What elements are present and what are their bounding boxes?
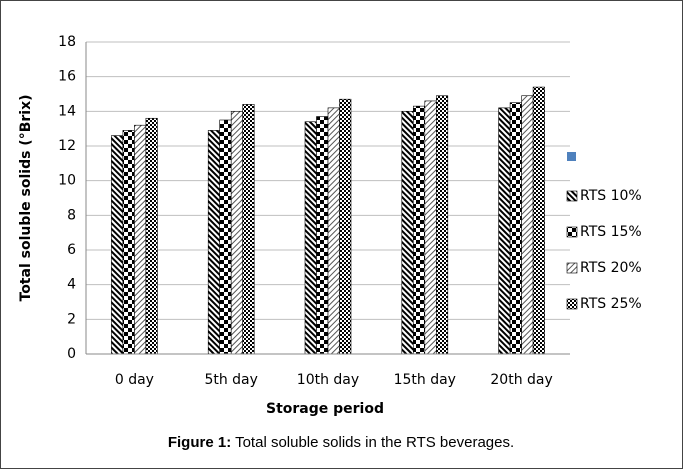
bar	[111, 135, 124, 355]
y-tick-label: 0	[67, 346, 76, 362]
bar	[435, 95, 449, 355]
x-tick-label: 5th day	[204, 372, 257, 388]
y-tick-label: 16	[58, 69, 76, 85]
bar	[509, 102, 522, 355]
legend-swatch	[566, 262, 578, 274]
bar	[316, 116, 329, 355]
x-axis-title: Storage period	[266, 401, 384, 417]
x-tick-label: 15th day	[394, 372, 456, 388]
y-tick-label: 4	[67, 277, 76, 293]
caption: Figure 1: Total soluble solids in the RT…	[168, 434, 514, 451]
bar	[219, 119, 232, 355]
y-tick-label: 18	[58, 34, 76, 50]
y-tick-label: 12	[58, 138, 76, 154]
x-tick-label: 20th day	[490, 372, 552, 388]
bar	[304, 121, 317, 355]
legend-swatch	[566, 226, 578, 238]
legend-label: RTS 20%	[580, 260, 642, 276]
legend-swatch	[566, 298, 578, 310]
bar	[242, 104, 255, 355]
y-tick-label: 6	[67, 242, 76, 258]
legend-label: RTS 10%	[580, 188, 642, 204]
x-tick-label: 0 day	[115, 372, 154, 388]
bar	[424, 100, 437, 355]
bar	[498, 107, 511, 355]
bar	[532, 86, 545, 355]
y-tick-label: 2	[67, 311, 76, 327]
x-tick-label: 10th day	[297, 372, 359, 388]
y-tick-label: 10	[58, 173, 76, 189]
legend-blank-swatch	[567, 152, 576, 161]
caption-label: Figure 1:	[168, 434, 231, 451]
y-axis-title: Total soluble solids (°Brix)	[18, 94, 34, 301]
legend-label: RTS 25%	[580, 296, 642, 312]
bar	[401, 111, 414, 355]
y-tick-label: 14	[58, 103, 76, 119]
bar	[412, 105, 426, 355]
bar	[230, 111, 243, 355]
legend-swatch	[566, 190, 578, 202]
bar	[207, 130, 220, 355]
y-tick-label: 8	[67, 207, 76, 223]
bar	[327, 107, 340, 355]
bar	[134, 124, 147, 355]
bar	[521, 95, 534, 355]
bar	[339, 98, 352, 355]
bar	[145, 117, 158, 355]
bar	[122, 130, 135, 355]
legend-label: RTS 15%	[580, 224, 642, 240]
caption-text: Total soluble solids in the RTS beverage…	[235, 434, 514, 451]
